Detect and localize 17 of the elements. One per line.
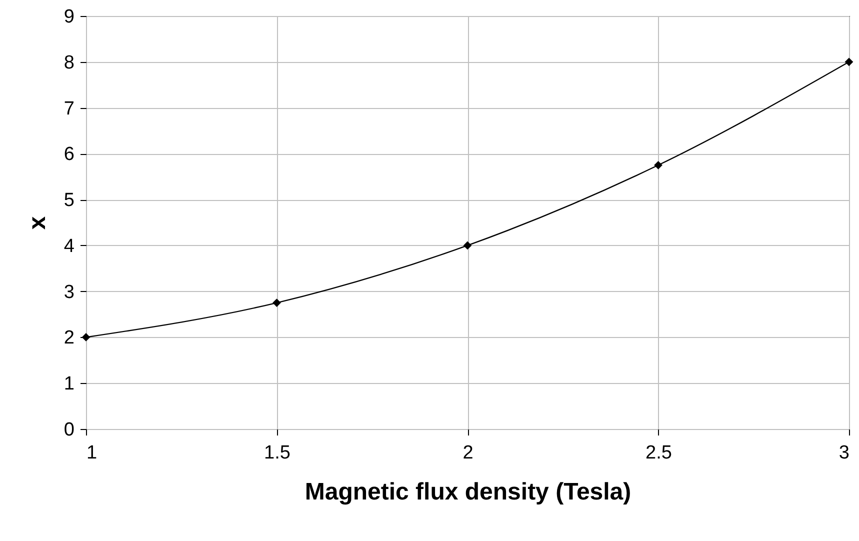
y-tick-label: 3 bbox=[64, 282, 74, 303]
y-tick-label: 2 bbox=[64, 328, 74, 349]
y-tick-label: 8 bbox=[64, 52, 74, 74]
y-tick-label: 9 bbox=[64, 6, 74, 28]
x-tick-label: 1.5 bbox=[264, 442, 290, 464]
y-tick-label: 7 bbox=[64, 98, 74, 120]
x-axis-title: Magnetic flux density (Tesla) bbox=[304, 478, 632, 506]
y-tick-label: 6 bbox=[64, 144, 74, 166]
y-axis-title: x bbox=[24, 216, 51, 230]
x-tick-label: 3 bbox=[838, 442, 850, 464]
x-tick-label: 2.5 bbox=[646, 442, 672, 464]
y-tick-label: 0 bbox=[64, 420, 74, 440]
x-tick-label: 1 bbox=[86, 442, 98, 464]
y-tick-label: 4 bbox=[64, 236, 75, 257]
x-tick-label: 2 bbox=[462, 442, 474, 464]
y-tick-label: 5 bbox=[64, 190, 74, 212]
y-tick-label: 1 bbox=[64, 374, 74, 395]
